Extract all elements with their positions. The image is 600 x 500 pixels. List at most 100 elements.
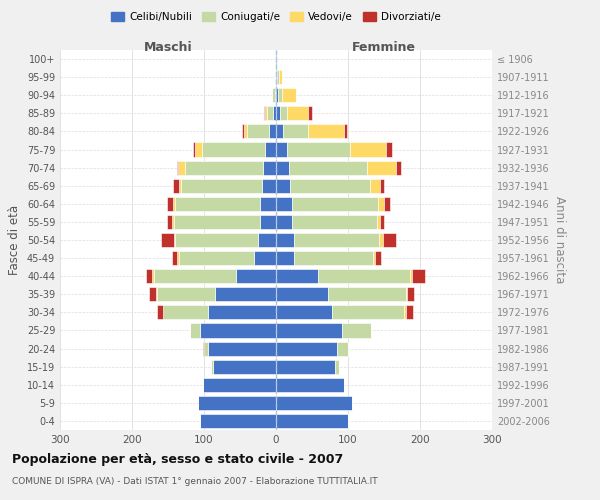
- Bar: [176, 160, 178, 174]
- Bar: [380, 215, 384, 229]
- Bar: [273, 106, 276, 120]
- Bar: [215, 287, 276, 302]
- Bar: [208, 342, 276, 355]
- Bar: [308, 124, 344, 138]
- Bar: [175, 233, 258, 247]
- Bar: [167, 197, 173, 211]
- Bar: [157, 287, 215, 302]
- Bar: [258, 233, 276, 247]
- Bar: [406, 306, 413, 320]
- Bar: [276, 160, 289, 174]
- Bar: [269, 124, 276, 138]
- Bar: [173, 178, 179, 193]
- Bar: [377, 215, 380, 229]
- Bar: [212, 360, 276, 374]
- Bar: [203, 342, 204, 355]
- Bar: [265, 106, 268, 120]
- Text: COMUNE DI ISPRA (VA) - Dati ISTAT 1° gennaio 2007 - Elaborazione TUTTITALIA.IT: COMUNE DI ISPRA (VA) - Dati ISTAT 1° gen…: [12, 478, 377, 486]
- Bar: [276, 124, 283, 138]
- Bar: [342, 324, 371, 338]
- Bar: [174, 215, 260, 229]
- Bar: [367, 160, 395, 174]
- Bar: [146, 269, 152, 283]
- Bar: [276, 306, 332, 320]
- Bar: [272, 88, 275, 102]
- Text: Popolazione per età, sesso e stato civile - 2007: Popolazione per età, sesso e stato civil…: [12, 452, 343, 466]
- Bar: [167, 215, 172, 229]
- Bar: [395, 160, 401, 174]
- Bar: [287, 142, 350, 156]
- Bar: [276, 378, 344, 392]
- Bar: [244, 124, 247, 138]
- Bar: [173, 197, 175, 211]
- Bar: [292, 197, 378, 211]
- Bar: [175, 197, 260, 211]
- Bar: [200, 324, 276, 338]
- Bar: [198, 396, 276, 410]
- Y-axis label: Fasce di età: Fasce di età: [8, 205, 21, 275]
- Bar: [289, 160, 367, 174]
- Bar: [204, 342, 208, 355]
- Bar: [179, 251, 254, 265]
- Bar: [193, 142, 194, 156]
- Bar: [344, 124, 347, 138]
- Bar: [264, 106, 265, 120]
- Bar: [379, 233, 383, 247]
- Bar: [276, 287, 328, 302]
- Bar: [277, 70, 279, 84]
- Bar: [383, 233, 395, 247]
- Legend: Celibi/Nubili, Coniugati/e, Vedovi/e, Divorziati/e: Celibi/Nubili, Coniugati/e, Vedovi/e, Di…: [107, 8, 445, 26]
- Bar: [265, 142, 276, 156]
- Bar: [407, 287, 414, 302]
- Bar: [276, 52, 277, 66]
- Bar: [410, 269, 412, 283]
- Bar: [335, 360, 338, 374]
- Bar: [163, 306, 208, 320]
- Text: Femmine: Femmine: [352, 40, 416, 54]
- Bar: [154, 269, 236, 283]
- Bar: [276, 233, 294, 247]
- Bar: [404, 306, 406, 320]
- Bar: [318, 269, 410, 283]
- Bar: [376, 251, 381, 265]
- Bar: [332, 306, 404, 320]
- Bar: [211, 360, 212, 374]
- Bar: [370, 178, 380, 193]
- Bar: [384, 197, 390, 211]
- Bar: [157, 306, 163, 320]
- Bar: [262, 178, 276, 193]
- Bar: [276, 269, 318, 283]
- Bar: [172, 251, 178, 265]
- Bar: [280, 106, 287, 120]
- Bar: [275, 70, 276, 84]
- Text: Maschi: Maschi: [143, 40, 193, 54]
- Bar: [242, 124, 244, 138]
- Bar: [294, 251, 373, 265]
- Bar: [378, 197, 384, 211]
- Bar: [373, 251, 376, 265]
- Bar: [276, 142, 287, 156]
- Bar: [260, 197, 276, 211]
- Bar: [290, 178, 370, 193]
- Bar: [149, 287, 157, 302]
- Bar: [275, 52, 276, 66]
- Bar: [276, 197, 292, 211]
- Y-axis label: Anni di nascita: Anni di nascita: [553, 196, 566, 284]
- Bar: [276, 70, 277, 84]
- Bar: [178, 160, 185, 174]
- Bar: [278, 88, 282, 102]
- Bar: [292, 215, 377, 229]
- Bar: [406, 287, 407, 302]
- Bar: [263, 160, 276, 174]
- Bar: [236, 269, 276, 283]
- Bar: [386, 142, 392, 156]
- Bar: [337, 342, 348, 355]
- Bar: [276, 106, 280, 120]
- Bar: [287, 106, 308, 120]
- Bar: [260, 215, 276, 229]
- Bar: [161, 233, 174, 247]
- Bar: [181, 178, 262, 193]
- Bar: [178, 251, 179, 265]
- Bar: [276, 324, 342, 338]
- Bar: [174, 233, 175, 247]
